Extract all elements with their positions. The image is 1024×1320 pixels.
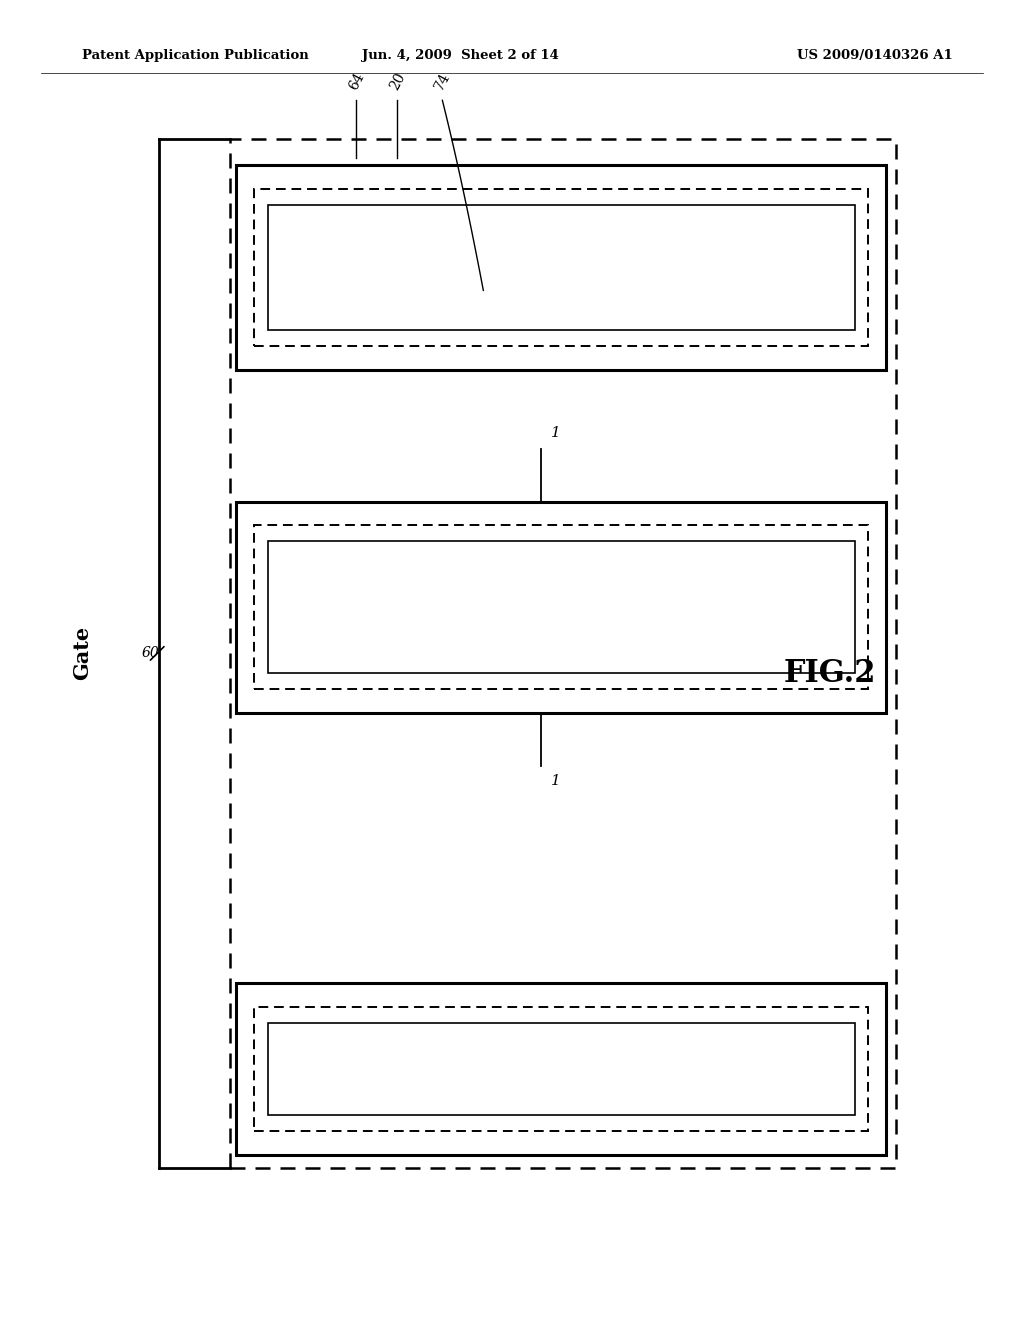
Text: FIG.2: FIG.2 [783, 657, 876, 689]
Bar [254, 525, 868, 689]
Text: 1: 1 [551, 775, 561, 788]
Bar [254, 1007, 868, 1131]
Text: Patent Application Publication: Patent Application Publication [82, 49, 308, 62]
Text: 60: 60 [141, 647, 159, 660]
Text: 74: 74 [432, 70, 453, 92]
Bar [254, 189, 868, 346]
Bar [236, 983, 886, 1155]
Text: 1: 1 [551, 426, 561, 440]
Bar [268, 1023, 855, 1115]
Text: 20: 20 [387, 70, 408, 92]
Text: Jun. 4, 2009  Sheet 2 of 14: Jun. 4, 2009 Sheet 2 of 14 [362, 49, 559, 62]
Text: US 2009/0140326 A1: US 2009/0140326 A1 [797, 49, 952, 62]
Text: 64: 64 [346, 70, 367, 92]
Bar [268, 205, 855, 330]
Bar [230, 139, 896, 1168]
Bar [236, 165, 886, 370]
Bar [268, 541, 855, 673]
Text: Gate: Gate [72, 626, 92, 681]
Bar [236, 502, 886, 713]
